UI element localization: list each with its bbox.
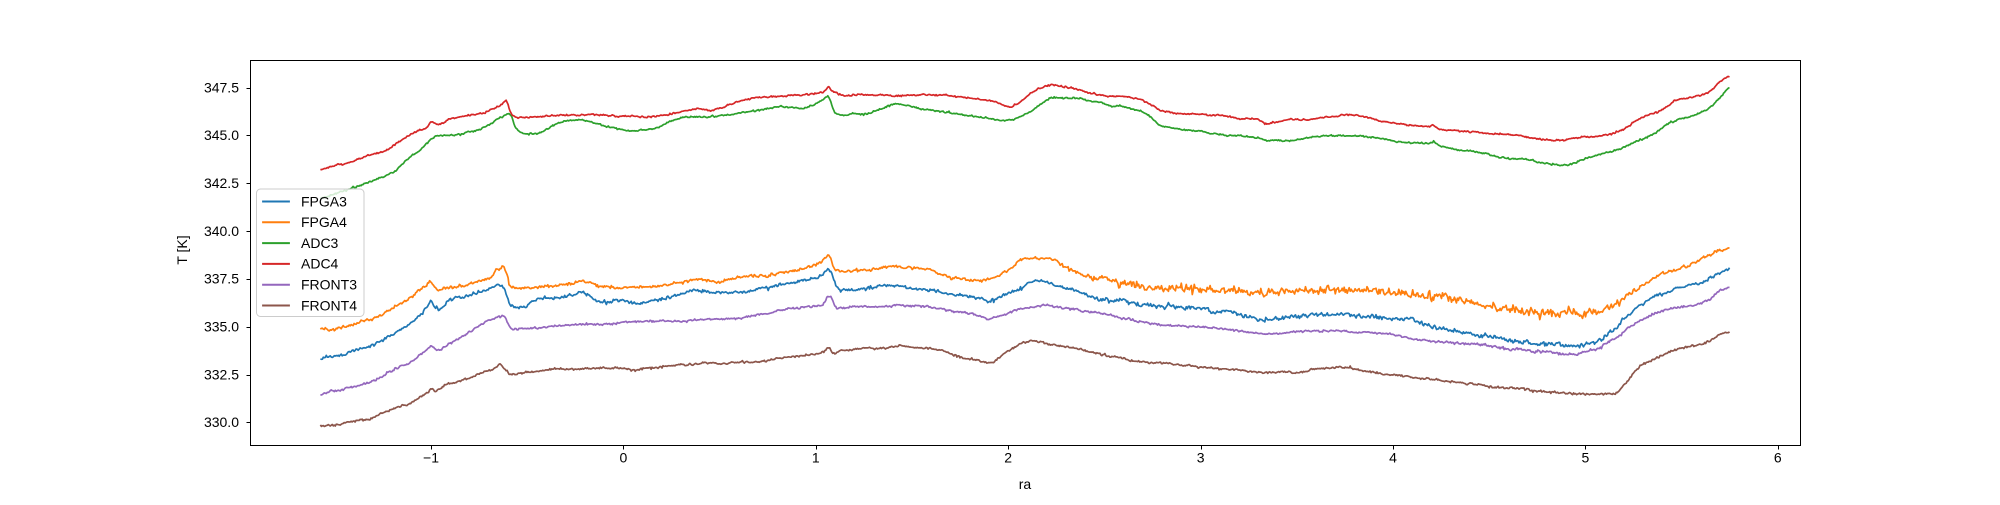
svg-text:FRONT4: FRONT4	[301, 297, 357, 313]
svg-text:4: 4	[1389, 450, 1397, 466]
svg-text:FRONT3: FRONT3	[301, 277, 357, 293]
svg-text:5: 5	[1582, 450, 1590, 466]
svg-text:0: 0	[620, 450, 628, 466]
svg-text:FPGA3: FPGA3	[301, 193, 347, 209]
svg-text:T [K]: T [K]	[174, 235, 190, 264]
svg-text:330.0: 330.0	[204, 414, 239, 430]
svg-text:3: 3	[1197, 450, 1205, 466]
svg-text:342.5: 342.5	[204, 175, 239, 191]
svg-text:ADC4: ADC4	[301, 256, 339, 272]
svg-text:332.5: 332.5	[204, 366, 239, 382]
svg-text:347.5: 347.5	[204, 79, 239, 95]
svg-text:337.5: 337.5	[204, 271, 239, 287]
svg-text:345.0: 345.0	[204, 127, 239, 143]
svg-text:1: 1	[812, 450, 820, 466]
svg-text:−1: −1	[423, 450, 439, 466]
svg-text:ADC3: ADC3	[301, 235, 339, 251]
svg-text:2: 2	[1004, 450, 1012, 466]
svg-text:6: 6	[1774, 450, 1782, 466]
svg-text:335.0: 335.0	[204, 319, 239, 335]
svg-text:FPGA4: FPGA4	[301, 214, 347, 230]
svg-text:340.0: 340.0	[204, 223, 239, 239]
svg-text:ra: ra	[1019, 476, 1032, 492]
